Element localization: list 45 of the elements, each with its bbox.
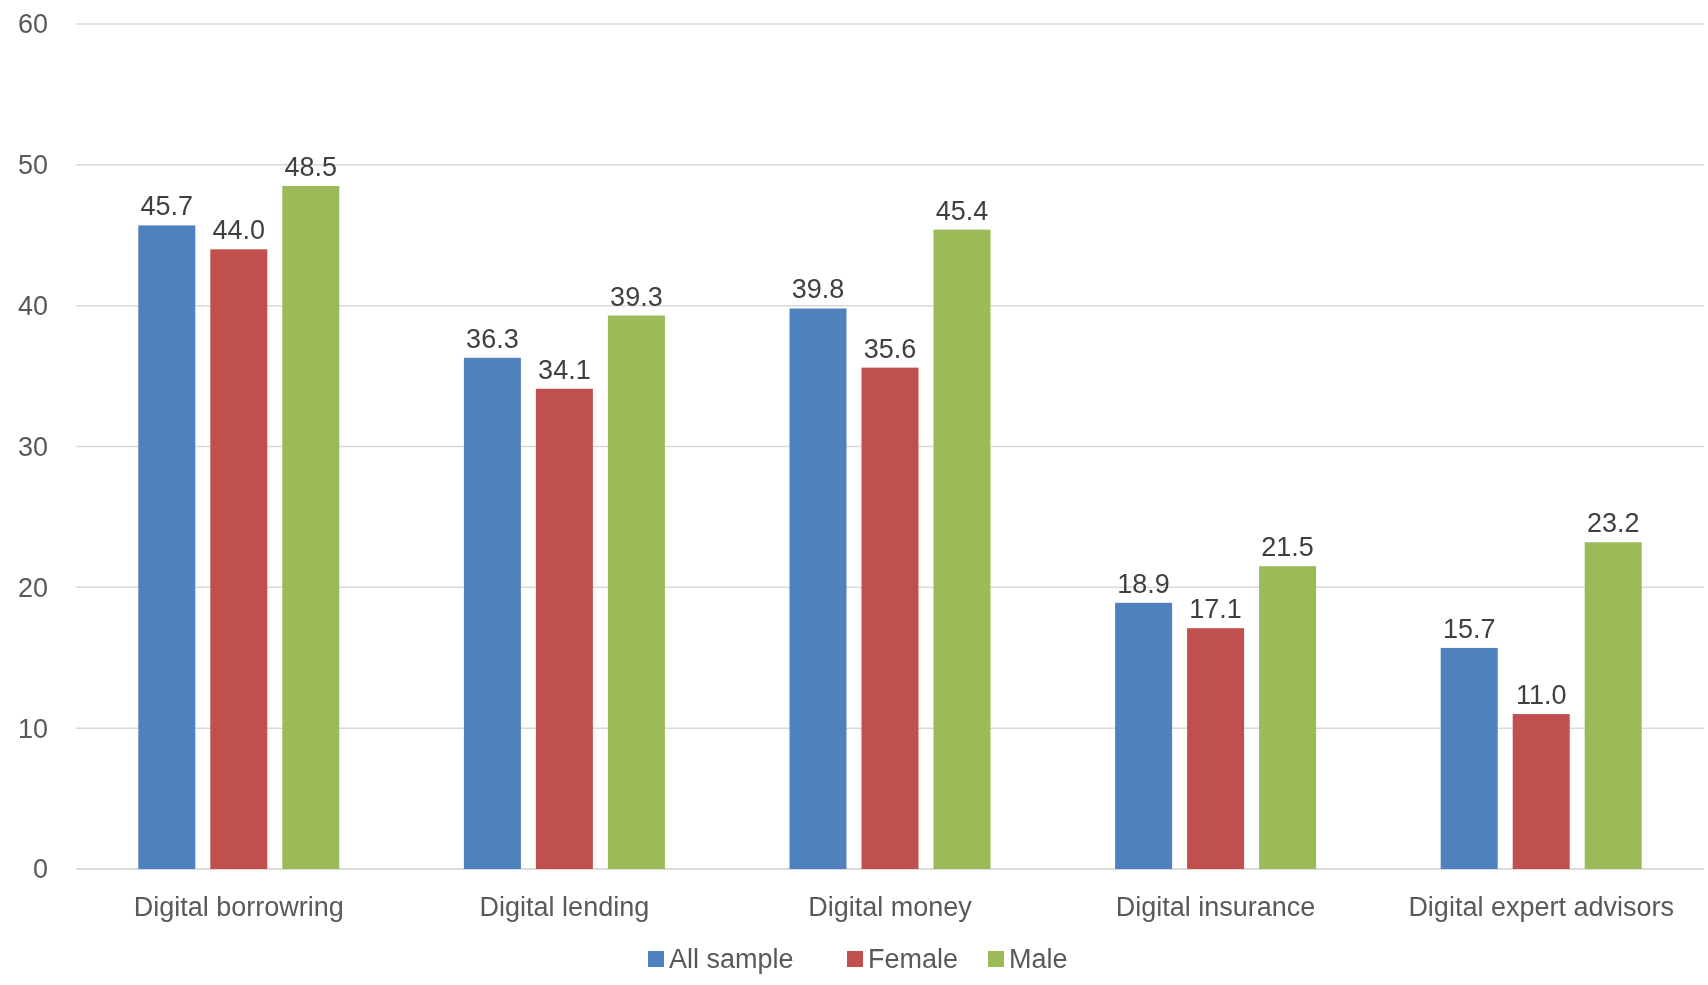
data-label: 17.1 — [1189, 594, 1242, 625]
bar — [1584, 542, 1642, 869]
x-tick-label: Digital lending — [479, 892, 650, 922]
bar — [210, 249, 268, 869]
y-tick-label: 20 — [17, 572, 48, 603]
data-label: 34.1 — [538, 354, 591, 385]
bar — [1440, 647, 1498, 869]
x-tick-label: Digital borrowring — [133, 892, 344, 922]
data-label: 15.7 — [1442, 613, 1496, 644]
data-label: 23.2 — [1586, 508, 1640, 539]
legend-label: Male — [1009, 944, 1068, 975]
bar — [138, 225, 196, 869]
data-label: 44.0 — [212, 215, 266, 246]
bar — [1115, 602, 1173, 869]
bar — [1259, 566, 1317, 869]
y-tick-label: 40 — [17, 291, 48, 322]
data-label: 45.7 — [140, 191, 194, 222]
y-tick-label: 60 — [17, 9, 48, 40]
data-label: 11.0 — [1515, 680, 1567, 711]
bar — [282, 185, 340, 869]
bar — [463, 357, 521, 869]
data-label: 21.5 — [1261, 532, 1314, 563]
data-label: 35.6 — [863, 333, 917, 364]
bar — [607, 315, 665, 869]
legend-label: Female — [868, 944, 959, 975]
data-label: 36.3 — [466, 323, 519, 354]
y-tick-label: 30 — [17, 431, 48, 462]
bar — [535, 388, 593, 869]
bar — [1512, 714, 1570, 869]
bar — [789, 308, 847, 869]
data-label: 39.8 — [791, 274, 845, 305]
x-tick-label: Digital insurance — [1115, 892, 1316, 922]
bar — [1187, 628, 1245, 869]
y-tick-label: 10 — [17, 713, 48, 744]
legend-label: All sample — [669, 944, 794, 975]
data-label: 45.4 — [935, 195, 989, 226]
x-tick-label: Digital money — [808, 892, 973, 922]
bar — [861, 367, 919, 869]
bar — [933, 229, 991, 869]
data-label: 39.3 — [610, 281, 663, 312]
data-label: 18.9 — [1117, 568, 1170, 599]
x-tick-label: Digital expert advisors — [1408, 892, 1675, 922]
y-tick-label: 0 — [32, 854, 48, 885]
data-label: 48.5 — [284, 151, 338, 182]
y-tick-label: 50 — [17, 150, 48, 181]
